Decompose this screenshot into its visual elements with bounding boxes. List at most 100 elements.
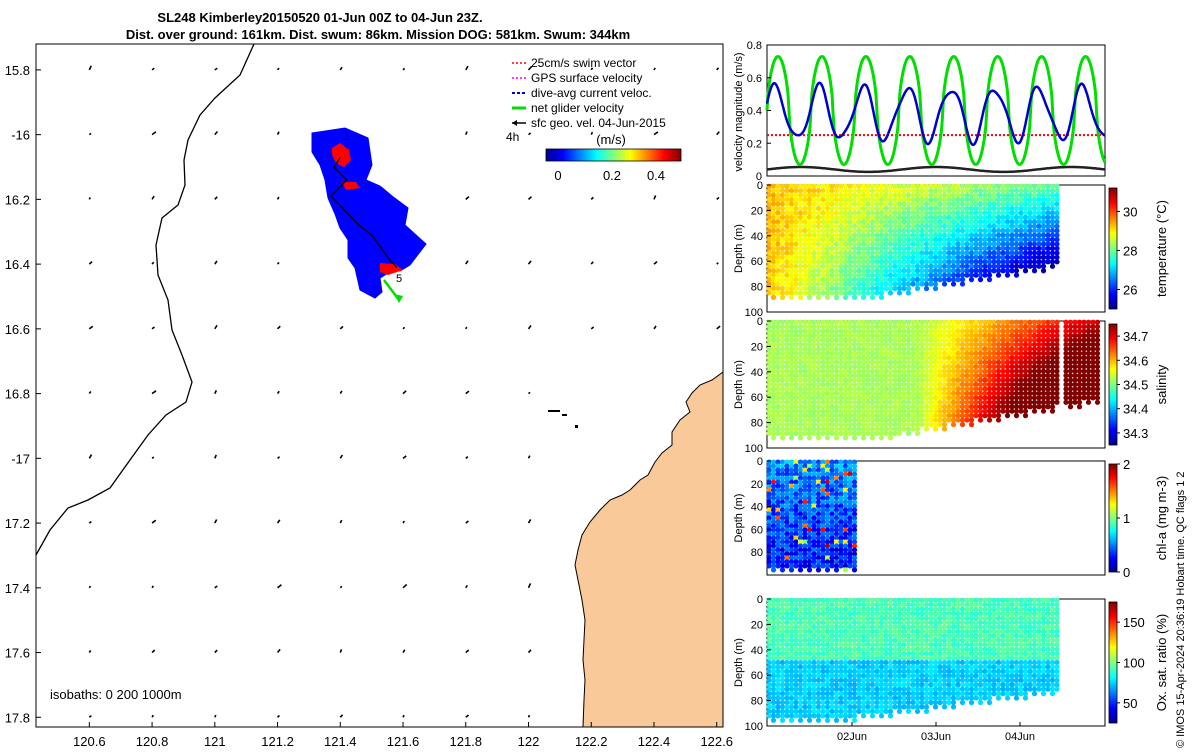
salinity-section-point — [910, 369, 915, 374]
temperature-section-point — [928, 193, 933, 198]
salinity-section-point — [924, 400, 929, 405]
salinity-section-point — [843, 435, 848, 440]
oxygen-section-point — [775, 647, 780, 652]
temperature-section-point — [811, 268, 816, 273]
temperature-section-point — [802, 193, 807, 198]
temperature-section-point — [964, 250, 969, 255]
salinity-section-point — [964, 377, 969, 382]
oxygen-section-point — [829, 647, 834, 652]
temperature-section-point — [1036, 188, 1041, 193]
oxygen-section-point — [879, 615, 884, 620]
salinity-section-point — [1018, 337, 1023, 342]
temperature-section-point — [870, 193, 875, 198]
temperature-section-point — [879, 273, 884, 278]
salinity-section-point — [978, 417, 983, 422]
temperature-section-point — [969, 259, 974, 264]
salinity-section-point — [1081, 364, 1086, 369]
salinity-section-point — [937, 382, 942, 387]
salinity-section-point — [951, 351, 956, 356]
salinity-section-point — [996, 417, 1001, 422]
temperature-section-point — [978, 268, 983, 273]
salinity-section-point — [883, 337, 888, 342]
salinity-section-point — [798, 329, 803, 334]
oxygen-section-point — [919, 620, 924, 625]
temperature-section-point — [919, 206, 924, 211]
salinity-section-point — [924, 417, 929, 422]
salinity-section-point — [843, 386, 848, 391]
salinity-section-point — [910, 404, 915, 409]
geo-velocity-arrow — [340, 586, 342, 587]
oxygen-section-point — [888, 669, 893, 674]
temperature-section-point — [969, 277, 974, 282]
salinity-section-point — [1041, 351, 1046, 356]
oxygen-section-point — [919, 673, 924, 678]
salinity-section-point — [838, 329, 843, 334]
oxygen-section-point — [798, 642, 803, 647]
temperature-section-point — [924, 224, 929, 229]
salinity-section-point — [829, 333, 834, 338]
oxygen-section-point — [825, 691, 830, 696]
salinity-section-point — [807, 382, 812, 387]
temperature-section-point — [901, 193, 906, 198]
temperature-section-point — [1014, 233, 1019, 238]
salinity-section-point — [843, 351, 848, 356]
oxygen-section-point — [838, 687, 843, 692]
salinity-section-point — [1032, 333, 1037, 338]
oxygen-section-point — [816, 704, 821, 709]
oxygen-section-point — [802, 607, 807, 612]
temperature-section-point — [829, 290, 834, 295]
temperature-section-point — [798, 273, 803, 278]
salinity-section-point — [960, 391, 965, 396]
salinity-section-point — [780, 320, 785, 325]
oxygen-section-point — [892, 678, 897, 683]
temperature-section-point — [843, 295, 848, 300]
temperature-section-point — [987, 250, 992, 255]
temperature-section-point — [874, 281, 879, 286]
salinity-section-point — [1018, 377, 1023, 382]
salinity-section-point — [870, 391, 875, 396]
salinity-section-point — [982, 373, 987, 378]
oxygen-section-point — [906, 638, 911, 643]
salinity-section-point — [856, 342, 861, 347]
oxygen-section-point — [883, 704, 888, 709]
salinity-section-point — [1027, 337, 1032, 342]
salinity-section-point — [879, 351, 884, 356]
salinity-section-point — [1095, 373, 1100, 378]
salinity-section-point — [829, 422, 834, 427]
velocity-tick-label: 0.6 — [747, 73, 762, 85]
salinity-section-point — [942, 395, 947, 400]
oxygen-section-point — [870, 687, 875, 692]
salinity-section-point — [1054, 382, 1059, 387]
map-title-line2: Dist. over ground: 161km. Dist. swum: 86… — [126, 27, 630, 42]
map-y-tick-label: 16.2 — [5, 192, 30, 207]
salinity-section-point — [978, 360, 983, 365]
chla-section-point — [793, 563, 798, 568]
salinity-section-point — [807, 342, 812, 347]
temperature-section-point — [1018, 241, 1023, 246]
salinity-section-point — [942, 377, 947, 382]
salinity-section-colorbar-tick-label: 34.7 — [1123, 329, 1148, 344]
salinity-section-point — [928, 404, 933, 409]
salinity-section-point — [996, 346, 1001, 351]
salinity-section-point — [820, 413, 825, 418]
salinity-section-point — [838, 324, 843, 329]
salinity-section-point — [969, 360, 974, 365]
salinity-section-point — [1005, 400, 1010, 405]
oxygen-section-point — [816, 620, 821, 625]
temperature-section-point — [937, 273, 942, 278]
temperature-section-point — [811, 264, 816, 269]
salinity-section-point — [1063, 342, 1068, 347]
temperature-section-point — [838, 290, 843, 295]
temperature-section-point — [766, 237, 771, 242]
salinity-section-point — [807, 395, 812, 400]
salinity-section-point — [1000, 369, 1005, 374]
temperature-section-point — [865, 281, 870, 286]
salinity-section-point — [798, 435, 803, 440]
oxygen-section-point — [816, 660, 821, 665]
salinity-section-point — [856, 373, 861, 378]
geo-velocity-arrow — [215, 715, 216, 717]
salinity-section-point — [811, 413, 816, 418]
salinity-section-point — [1063, 400, 1068, 405]
oxygen-section-point — [784, 673, 789, 678]
